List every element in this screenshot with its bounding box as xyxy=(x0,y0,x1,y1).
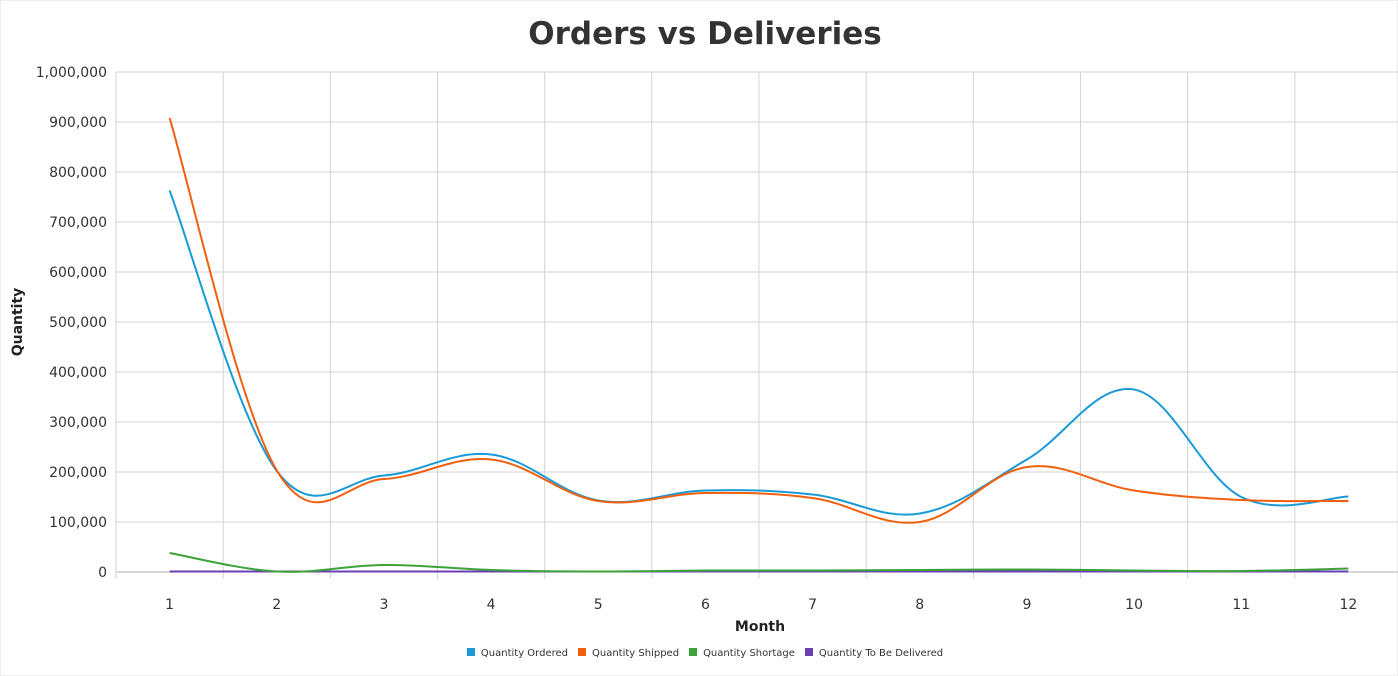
y-axis-title: Quantity xyxy=(10,288,26,357)
x-tick-label: 9 xyxy=(1022,597,1031,613)
legend-swatch xyxy=(689,648,698,656)
legend-label: Quantity Shipped xyxy=(592,648,680,659)
y-tick-label: 400,000 xyxy=(49,365,107,381)
series-lines xyxy=(168,117,1349,573)
x-axis-ticks: 1 2 3 4 5 6 7 8 9 10 11 12 xyxy=(165,597,1357,613)
y-tick-label: 300,000 xyxy=(49,415,107,431)
series-line-quantity-ordered xyxy=(168,190,1349,516)
legend-item[interactable]: Quantity Shortage xyxy=(689,648,795,659)
y-tick-label: 1,000,000 xyxy=(36,65,107,81)
x-tick-label: 8 xyxy=(915,597,924,613)
x-tick-label: 4 xyxy=(487,597,496,613)
grid-lines xyxy=(115,71,1398,579)
series-line-quantity-shortage xyxy=(169,552,1349,573)
legend-swatch xyxy=(804,648,813,656)
x-tick-label: 12 xyxy=(1340,597,1358,613)
x-axis-title: Month xyxy=(735,619,785,635)
y-tick-label: 700,000 xyxy=(49,215,107,231)
x-tick-label: 7 xyxy=(808,597,817,613)
x-tick-label: 10 xyxy=(1125,597,1143,613)
legend-item[interactable]: Quantity Shipped xyxy=(578,648,679,659)
legend-swatch xyxy=(578,648,586,656)
y-tick-label: 100,000 xyxy=(49,515,107,531)
x-tick-label: 5 xyxy=(594,597,603,613)
x-tick-label: 2 xyxy=(272,597,281,613)
legend-swatch xyxy=(466,648,475,656)
y-tick-label: 900,000 xyxy=(49,115,107,131)
legend-label: Quantity Ordered xyxy=(480,648,568,659)
x-tick-label: 1 xyxy=(165,597,174,613)
y-axis-ticks: 0 100,000 200,000 300,000 400,000 500,000 600,… xyxy=(36,65,107,581)
y-tick-label: 500,000 xyxy=(49,315,107,331)
x-tick-label: 6 xyxy=(701,597,710,613)
x-tick-label: 3 xyxy=(379,597,388,613)
legend: Quantity Ordered Quantity Shipped Quantity… xyxy=(0,648,1398,659)
y-tick-label: 800,000 xyxy=(49,165,107,181)
x-tick-label: 11 xyxy=(1232,597,1250,613)
series-line-quantity-shipped xyxy=(168,117,1349,524)
y-tick-label: 600,000 xyxy=(49,265,107,281)
y-tick-label: 0 xyxy=(98,565,107,581)
chart-title: Orders vs Deliveries xyxy=(528,16,882,52)
legend-item[interactable]: Quantity Ordered xyxy=(466,648,568,659)
y-tick-label: 200,000 xyxy=(49,465,107,481)
legend-label: Quantity To Be Delivered xyxy=(818,648,944,659)
legend-label: Quantity Shortage xyxy=(703,648,795,659)
legend-item[interactable]: Quantity To Be Delivered xyxy=(804,648,944,659)
